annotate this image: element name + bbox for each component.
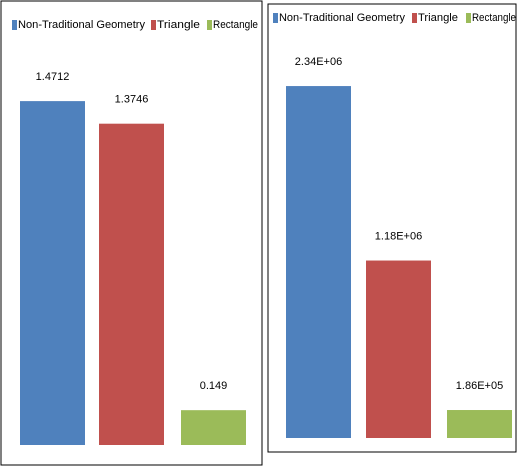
data-label: 1.3746: [115, 94, 149, 106]
data-label: 1.86E+05: [456, 380, 503, 392]
bar: [181, 410, 246, 445]
bar: [20, 101, 85, 446]
legend-label: Rectangle: [472, 12, 516, 24]
bar: [447, 410, 512, 438]
legend-swatch: [412, 13, 417, 23]
legend-swatch: [207, 20, 212, 30]
data-label: 1.4712: [36, 71, 70, 83]
data-label: 0.149: [200, 380, 228, 392]
legend-swatch: [151, 20, 156, 30]
legend-label: Non-Traditional Geometry: [18, 19, 146, 31]
legend-label: Triangle: [157, 19, 200, 31]
legend-swatch: [466, 13, 471, 23]
data-label: 2.34E+06: [295, 56, 342, 68]
legend-swatch: [273, 13, 278, 23]
data-label: 1.18E+06: [375, 230, 422, 242]
legend-swatch: [12, 20, 17, 30]
legend-label: Triangle: [418, 12, 458, 24]
legend-label: Rectangle: [213, 19, 258, 31]
bar: [366, 260, 431, 438]
bar: [286, 86, 351, 439]
legend-label: Non-Traditional Geometry: [279, 12, 405, 24]
bar: [99, 123, 164, 445]
